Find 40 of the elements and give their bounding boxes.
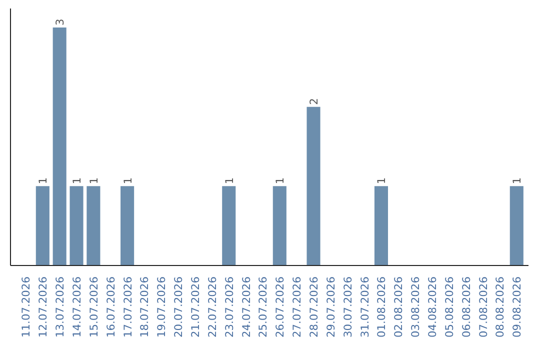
x-tick-label: 24.07.2026 [240,276,253,338]
data-label: 1 [274,177,287,184]
x-tick-label: 12.07.2026 [36,276,50,338]
x-tick-label: 03.08.2026 [409,276,422,338]
x-tick-label: 26.07.2026 [274,276,287,338]
data-label: 1 [36,177,50,184]
x-tick-label: 11.07.2026 [20,276,33,338]
x-tick-label: 15.07.2026 [87,276,100,338]
x-tick-label: 21.07.2026 [189,276,202,338]
x-tick-label: 17.07.2026 [121,276,134,338]
x-tick-label: 13.07.2026 [54,276,67,338]
x-tick-label: 05.08.2026 [442,276,456,338]
data-label: 1 [222,177,236,184]
x-tick-label: 19.07.2026 [155,276,168,338]
x-tick-label: 02.08.2026 [392,276,406,338]
x-tick-label: 18.07.2026 [138,276,152,338]
data-label: 1 [70,177,84,184]
x-tick-label: 01.08.2026 [375,276,388,338]
x-tick-label: 07.08.2026 [476,276,490,338]
x-tick-label: 30.07.2026 [341,276,354,338]
x-tick-label: 14.07.2026 [70,276,84,338]
data-label: 3 [54,18,67,26]
data-label: 1 [121,177,134,184]
x-tick-label: 04.08.2026 [426,276,440,338]
x-tick-label: 31.07.2026 [358,276,372,338]
x-tick-label: 28.07.2026 [308,276,321,338]
x-tick-label: 23.07.2026 [222,276,236,338]
x-tick-label: 08.08.2026 [494,276,507,338]
data-label: 1 [87,177,100,184]
x-tick-label: 22.07.2026 [206,276,219,338]
x-tick-label: 27.07.2026 [290,276,304,338]
data-label: 1 [510,177,524,184]
data-label: 1 [375,177,388,184]
x-tick-label: 16.07.2026 [104,276,118,338]
x-tick-label: 29.07.2026 [324,276,338,338]
x-tick-label: 25.07.2026 [256,276,270,338]
x-tick-label: 06.08.2026 [460,276,473,338]
x-tick-label: 20.07.2026 [172,276,186,338]
x-tick-label: 09.08.2026 [510,276,524,338]
data-label: 2 [308,98,321,105]
